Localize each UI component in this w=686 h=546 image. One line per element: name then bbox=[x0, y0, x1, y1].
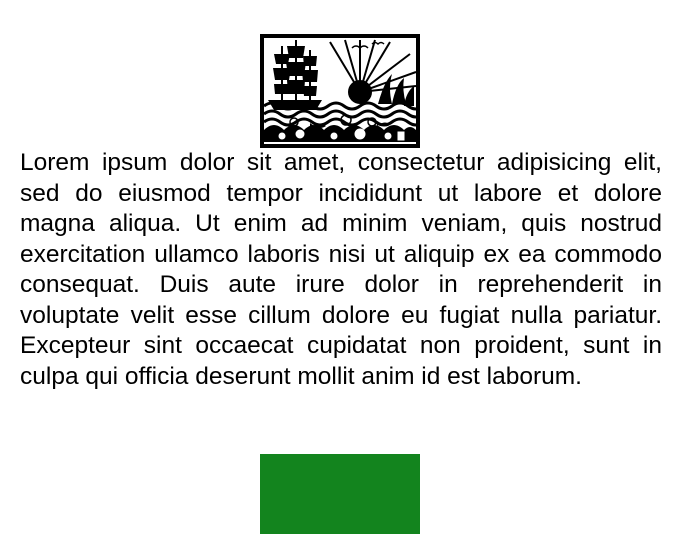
green-block bbox=[260, 454, 420, 534]
ship-seascape-illustration bbox=[260, 34, 420, 148]
ship-seascape-papercut-icon bbox=[260, 34, 420, 148]
lorem-paragraph: Lorem ipsum dolor sit amet, consectetur … bbox=[20, 149, 662, 390]
